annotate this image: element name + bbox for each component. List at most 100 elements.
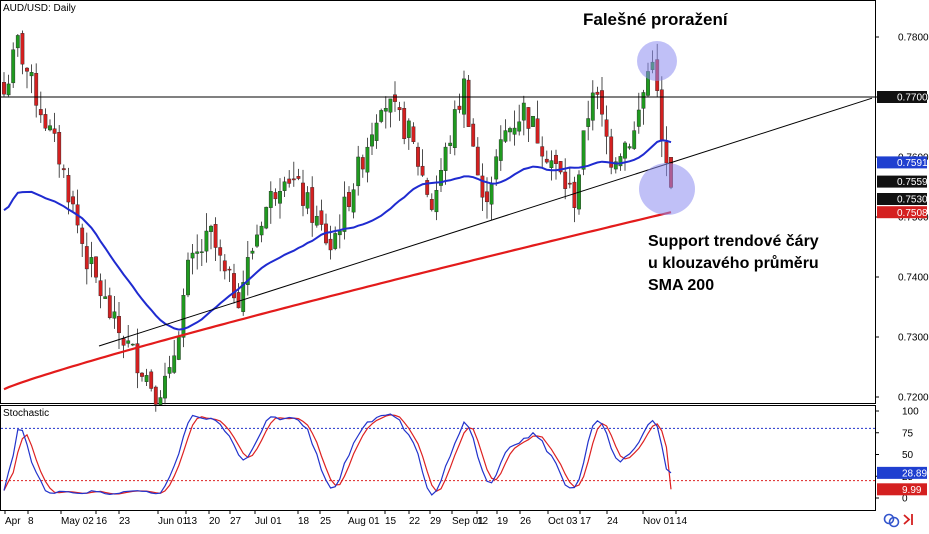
stochastic-k-line <box>3 413 672 496</box>
candle-body <box>227 268 232 271</box>
candle-body <box>236 292 241 309</box>
candle-body <box>406 120 411 138</box>
time-tick-label: 23 <box>119 516 131 527</box>
candle-body <box>213 224 218 248</box>
candle-body <box>296 176 301 179</box>
stochastic-group <box>1 413 875 496</box>
candle-body <box>402 108 407 140</box>
candle-body <box>521 102 526 121</box>
candle-body <box>153 386 158 405</box>
candle-body <box>48 125 52 131</box>
candle-body <box>425 180 430 195</box>
stochastic-badge <box>877 466 927 479</box>
time-tick-label: Sep 01 <box>452 516 484 527</box>
candle-body <box>144 375 149 382</box>
candle-body <box>508 128 512 133</box>
candle-body <box>273 192 278 200</box>
candle-body <box>190 252 195 259</box>
candle-body <box>172 355 177 373</box>
candle-body <box>572 181 577 208</box>
price-badge-label: 0.7559 <box>897 177 928 188</box>
stochastic-tick-label: 0 <box>902 494 908 505</box>
candle-body <box>590 92 595 121</box>
candle-body <box>314 215 319 226</box>
candle-body <box>466 79 471 127</box>
candle-body <box>365 146 370 173</box>
candle-body <box>287 178 292 184</box>
price-badge <box>877 193 927 205</box>
candle-body <box>347 192 351 207</box>
candle-body <box>94 256 98 278</box>
candle-body <box>370 134 374 147</box>
candle-body <box>167 367 172 374</box>
candle-body <box>29 72 34 77</box>
candle-body <box>278 191 282 204</box>
candle-body <box>480 175 485 198</box>
stochastic-badge <box>877 483 927 496</box>
candle-body <box>84 246 89 270</box>
time-tick-label: 12 <box>477 516 489 527</box>
candle-body <box>264 206 269 229</box>
candle-body <box>209 225 213 232</box>
candle-body <box>549 160 554 168</box>
candle-body <box>512 127 517 135</box>
price-badge <box>877 156 927 169</box>
chart-title: AUD/USD: Daily <box>3 3 76 14</box>
candle-body <box>632 130 637 149</box>
candle-body <box>66 175 71 203</box>
candle-body <box>374 122 379 141</box>
time-tick-label: Jul 01 <box>255 516 282 527</box>
time-tick-label: 14 <box>676 516 688 527</box>
candle-body <box>613 161 618 170</box>
candle-body <box>489 183 494 205</box>
candle-body <box>623 142 627 159</box>
candle-body <box>11 49 16 84</box>
candle-body <box>245 257 250 285</box>
candle-body <box>342 196 347 232</box>
time-tick-label: 17 <box>580 516 592 527</box>
title-box <box>1 1 67 14</box>
candle-body <box>319 210 324 225</box>
candle-body <box>475 146 480 176</box>
candle-body <box>199 251 204 253</box>
candle-body <box>595 91 600 95</box>
scroll-to-end-icon[interactable] <box>903 514 913 525</box>
price-tick-label: 0.7800 <box>898 33 929 44</box>
candle-body <box>204 230 209 252</box>
candle-body <box>558 161 563 173</box>
candle-body <box>89 257 94 265</box>
link-icon[interactable] <box>883 513 900 528</box>
candle-body <box>383 108 388 112</box>
candle-body <box>259 225 264 236</box>
candle-body <box>609 136 614 168</box>
price-badge <box>877 91 927 103</box>
candle-body <box>448 142 453 146</box>
candle-body <box>664 141 669 164</box>
overlays-group <box>1 41 875 391</box>
candle-body <box>333 233 338 249</box>
candle-body <box>434 190 439 213</box>
time-tick-label: 24 <box>607 516 619 527</box>
candle-body <box>636 109 641 127</box>
time-tick-label: 22 <box>409 516 421 527</box>
candle-body <box>581 130 586 170</box>
candle-body <box>305 192 310 209</box>
candle-body <box>218 247 223 256</box>
candle-body <box>618 156 623 167</box>
stochastic-tick-label: 75 <box>902 428 914 439</box>
candle-body <box>457 105 462 110</box>
stochastic-badge-label: 9.99 <box>902 485 922 496</box>
time-tick-label: Oct 03 <box>548 516 578 527</box>
candle-body <box>163 375 167 399</box>
candle-body <box>2 82 6 95</box>
trendline <box>98 97 873 347</box>
stochastic-tick-label: 50 <box>902 450 914 461</box>
time-tick-label: Apr <box>5 516 21 527</box>
time-tick-label: May 02 <box>61 516 94 527</box>
candle-body <box>255 234 259 247</box>
candle-body <box>301 182 305 206</box>
candle-body <box>563 171 568 189</box>
candle-body <box>360 157 365 170</box>
support-bounce-highlight <box>639 163 695 215</box>
